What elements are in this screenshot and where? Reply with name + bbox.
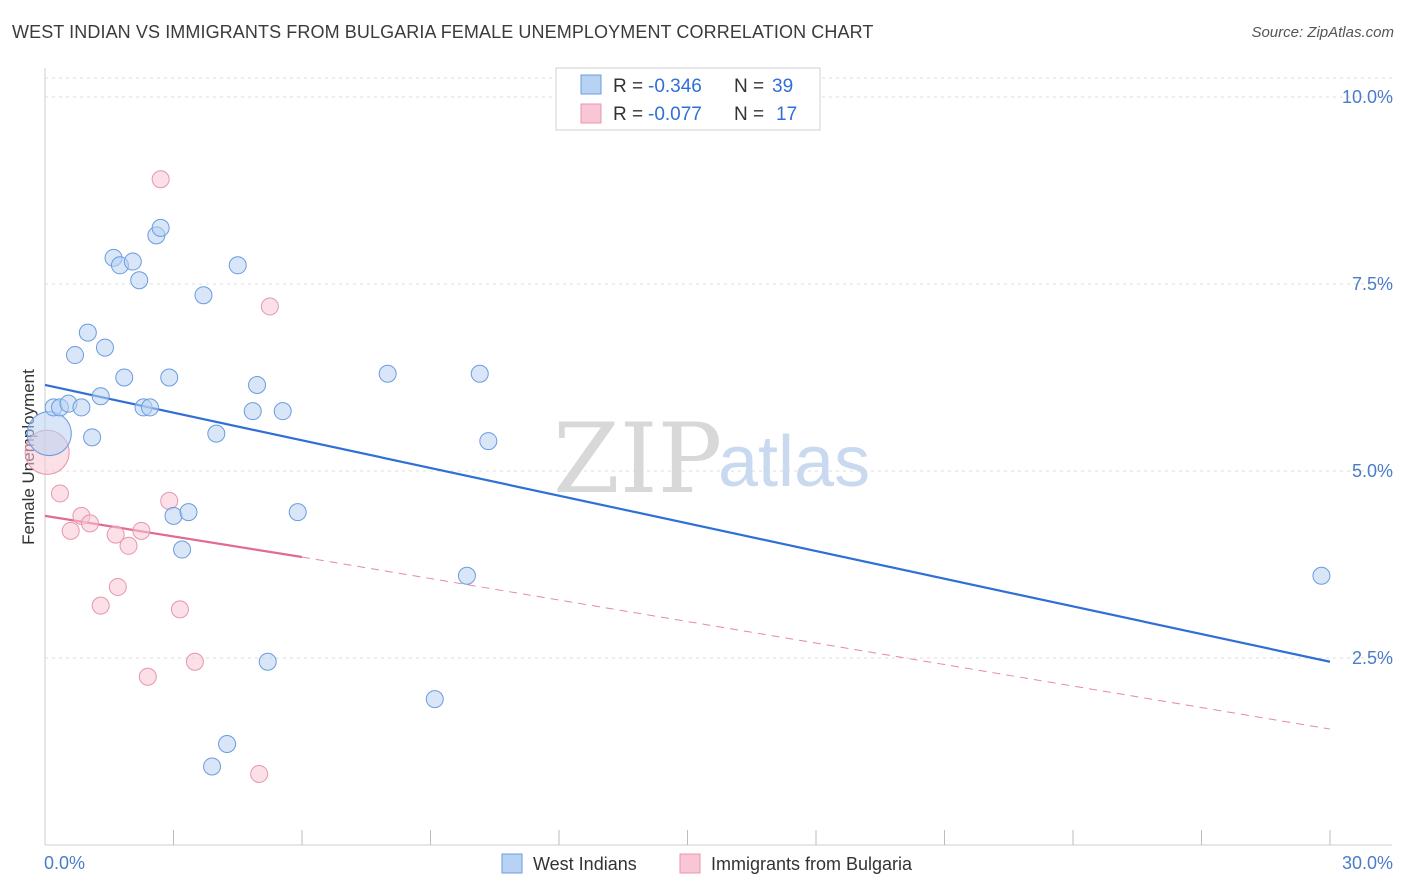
point-west-indians — [248, 375, 267, 394]
point-west-indians — [203, 757, 222, 776]
point-west-indians — [115, 368, 134, 387]
point-west-indians — [72, 398, 91, 417]
point-west-indians — [258, 652, 277, 671]
point-west-indians — [130, 271, 149, 290]
point-bulgaria — [151, 170, 170, 189]
legend-n-value-blue: 39 — [772, 76, 793, 97]
watermark-atlas: atlas — [718, 422, 870, 502]
point-bulgaria — [80, 514, 99, 533]
point-west-indians — [173, 540, 192, 559]
point-west-indians — [151, 218, 170, 237]
point-west-indians — [479, 432, 498, 451]
series-legend: West Indians Immigrants from Bulgaria — [501, 853, 913, 874]
gridlines — [45, 77, 1392, 659]
point-bulgaria — [132, 521, 151, 540]
point-west-indians — [207, 424, 226, 443]
point-west-indians — [123, 252, 142, 271]
point-bulgaria — [61, 521, 80, 540]
y-tick-label: 5.0% — [1352, 461, 1393, 481]
legend-r-value-blue: -0.346 — [648, 76, 702, 97]
point-bulgaria — [50, 484, 69, 503]
point-west-indians — [91, 387, 110, 406]
point-west-indians — [95, 338, 114, 357]
point-west-indians — [78, 323, 97, 342]
point-west-indians — [378, 364, 397, 383]
point-bulgaria — [160, 491, 179, 510]
bottom-legend-bulgaria: Immigrants from Bulgaria — [711, 854, 913, 874]
legend-swatch-blue — [580, 74, 602, 95]
legend-r-label: R = — [613, 104, 643, 125]
point-bulgaria — [106, 525, 125, 544]
point-west-indians — [164, 506, 183, 525]
point-west-indians — [194, 286, 213, 305]
source-label: Source: ZipAtlas.com — [1251, 24, 1394, 41]
point-bulgaria — [170, 600, 189, 619]
y-tick-label: 10.0% — [1342, 87, 1393, 107]
point-west-indians — [160, 368, 179, 387]
point-west-indians — [140, 398, 159, 417]
bottom-legend-swatch-pink — [679, 853, 701, 874]
legend-n-value-pink: 17 — [776, 104, 797, 125]
point-bulgaria — [250, 764, 269, 783]
point-west-indians — [179, 503, 198, 522]
legend-swatch-pink — [580, 103, 602, 124]
point-bulgaria — [91, 596, 110, 615]
trend-line-west-indians — [44, 383, 1331, 663]
legend-r-label: R = — [613, 76, 643, 97]
trend-line-bulgaria-extrapolated — [301, 556, 1331, 730]
point-west-indians — [243, 402, 262, 421]
point-west-indians — [273, 402, 292, 421]
watermark-zip: ZIP — [553, 403, 722, 515]
point-bulgaria — [108, 577, 127, 596]
point-west-indians — [228, 256, 247, 275]
legend-r-value-pink: -0.077 — [648, 104, 702, 125]
correlation-legend: R = -0.346 N = 39 R = -0.077 N = 17 — [555, 67, 821, 131]
point-bulgaria — [260, 297, 279, 316]
y-tick-label: 7.5% — [1352, 274, 1393, 294]
x-tick-labels: 0.0% 30.0% — [44, 853, 1393, 873]
point-west-indians — [1312, 566, 1331, 585]
point-bulgaria — [185, 652, 204, 671]
point-west-indians — [457, 566, 476, 585]
point-west-indians — [83, 428, 102, 447]
x-tick-label: 0.0% — [44, 853, 85, 873]
point-west-indians — [425, 690, 444, 709]
point-west-indians — [26, 411, 72, 457]
legend-n-label: N = — [734, 76, 764, 97]
point-west-indians — [470, 364, 489, 383]
bottom-legend-west-indians: West Indians — [533, 854, 637, 874]
x-tick-label: 30.0% — [1342, 853, 1393, 873]
chart-title: WEST INDIAN VS IMMIGRANTS FROM BULGARIA … — [12, 22, 874, 42]
data-points — [24, 170, 1331, 783]
point-west-indians — [288, 503, 307, 522]
y-tick-label: 2.5% — [1352, 648, 1393, 668]
point-west-indians — [218, 735, 237, 754]
point-bulgaria — [119, 536, 138, 555]
legend-n-label: N = — [734, 104, 764, 125]
y-tick-labels: 2.5% 5.0% 7.5% 10.0% — [1342, 87, 1393, 668]
watermark: ZIP atlas — [553, 403, 870, 515]
point-west-indians — [65, 346, 84, 365]
point-bulgaria — [138, 667, 157, 686]
bottom-legend-swatch-blue — [501, 853, 523, 874]
